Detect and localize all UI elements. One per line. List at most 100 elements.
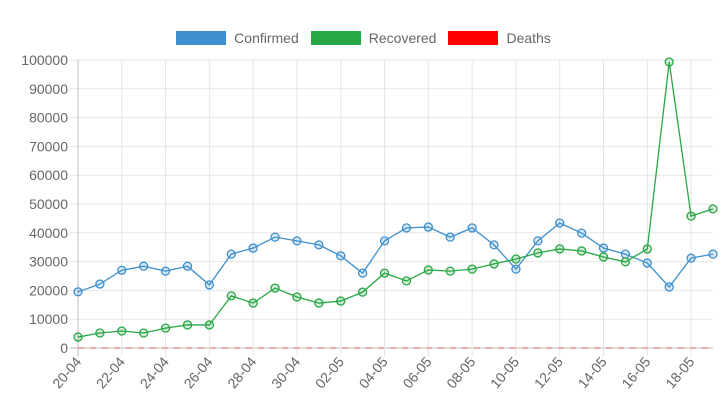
data-point[interactable] xyxy=(467,223,477,233)
x-tick-label: 30-04 xyxy=(268,353,303,391)
legend-swatch-confirmed xyxy=(176,31,227,45)
data-point[interactable] xyxy=(401,276,412,286)
legend-item-deaths[interactable]: Deaths xyxy=(448,30,551,46)
data-point[interactable] xyxy=(270,283,280,293)
x-tick-label: 16-05 xyxy=(618,353,653,391)
data-point[interactable] xyxy=(445,232,455,242)
x-tick-label: 22-04 xyxy=(93,353,128,391)
legend-label: Deaths xyxy=(506,30,551,46)
data-point[interactable] xyxy=(117,326,127,336)
y-tick-label: 0 xyxy=(60,340,68,356)
data-point[interactable] xyxy=(401,223,412,233)
data-point[interactable] xyxy=(292,236,302,246)
x-axis: 20-04 22-04 24-04 26-04 28-04 30-04 02-05 04-05… xyxy=(49,353,698,391)
x-tick-label: 04-05 xyxy=(356,353,391,391)
data-point[interactable] xyxy=(555,218,565,228)
data-point[interactable] xyxy=(226,249,236,259)
data-point[interactable] xyxy=(686,211,696,221)
data-point[interactable] xyxy=(358,287,368,297)
data-point[interactable] xyxy=(555,244,565,254)
data-point[interactable] xyxy=(117,265,127,275)
data-point[interactable] xyxy=(686,253,696,263)
data-point[interactable] xyxy=(533,248,543,258)
data-point[interactable] xyxy=(576,246,587,256)
data-point[interactable] xyxy=(620,257,631,267)
x-tick-label: 08-05 xyxy=(443,353,478,391)
data-point[interactable] xyxy=(664,57,674,67)
data-point[interactable] xyxy=(445,266,455,276)
data-point[interactable] xyxy=(708,204,718,214)
data-point[interactable] xyxy=(358,268,368,278)
legend-item-recovered[interactable]: Recovered xyxy=(310,30,437,46)
data-point[interactable] xyxy=(642,258,652,268)
data-point[interactable] xyxy=(139,328,149,338)
data-point[interactable] xyxy=(248,243,258,253)
data-point[interactable] xyxy=(511,254,521,264)
x-tick-label: 12-05 xyxy=(531,353,566,391)
legend-label: Recovered xyxy=(368,30,437,46)
data-point[interactable] xyxy=(598,243,609,253)
data-point[interactable] xyxy=(292,292,302,302)
data-point[interactable] xyxy=(423,265,433,275)
data-point[interactable] xyxy=(379,236,390,246)
data-point[interactable] xyxy=(664,282,674,292)
y-tick-label: 90000 xyxy=(29,81,68,97)
series-line-confirmed xyxy=(77,222,714,293)
data-point[interactable] xyxy=(160,323,171,333)
x-tick-label: 10-05 xyxy=(487,353,522,391)
data-point[interactable] xyxy=(182,261,193,271)
y-tick-label: 50000 xyxy=(29,196,68,212)
data-point[interactable] xyxy=(314,240,324,250)
legend-item-confirmed[interactable]: Confirmed xyxy=(176,30,299,46)
data-point[interactable] xyxy=(489,259,499,269)
data-point[interactable] xyxy=(467,264,477,274)
series-line-recovered xyxy=(77,61,714,338)
data-point[interactable] xyxy=(139,261,149,271)
data-point[interactable] xyxy=(576,228,587,238)
data-point[interactable] xyxy=(270,232,280,242)
data-point[interactable] xyxy=(95,279,105,289)
x-tick-label: 20-04 xyxy=(49,353,84,391)
data-point[interactable] xyxy=(620,249,631,259)
data-point[interactable] xyxy=(336,296,346,306)
data-point[interactable] xyxy=(204,280,215,290)
data-point[interactable] xyxy=(226,291,236,301)
data-point[interactable] xyxy=(489,240,499,250)
x-tick-label: 26-04 xyxy=(180,353,215,391)
data-point[interactable] xyxy=(336,251,346,261)
data-point[interactable] xyxy=(160,266,171,276)
data-point[interactable] xyxy=(73,287,83,297)
data-point[interactable] xyxy=(533,236,543,246)
y-tick-label: 40000 xyxy=(29,225,68,241)
x-tick-label: 06-05 xyxy=(399,353,434,391)
x-tick-label: 24-04 xyxy=(137,353,172,391)
data-point[interactable] xyxy=(73,332,83,342)
y-tick-label: 70000 xyxy=(29,138,68,154)
y-tick-label: 10000 xyxy=(29,311,68,327)
data-point[interactable] xyxy=(95,328,105,338)
y-tick-label: 30000 xyxy=(29,254,68,270)
legend-swatch-recovered xyxy=(310,31,361,45)
legend-label: Confirmed xyxy=(234,30,299,46)
data-point[interactable] xyxy=(708,249,718,259)
data-point[interactable] xyxy=(642,244,652,254)
y-tick-label: 100000 xyxy=(21,52,68,68)
x-tick-label: 28-04 xyxy=(224,353,259,391)
data-point[interactable] xyxy=(204,320,215,330)
data-point[interactable] xyxy=(379,268,390,278)
chart-legend: Confirmed Recovered Deaths xyxy=(0,30,727,46)
data-point[interactable] xyxy=(598,252,609,262)
chart-grid xyxy=(70,59,713,356)
data-point[interactable] xyxy=(248,298,258,308)
data-point[interactable] xyxy=(314,298,324,308)
y-axis: 0 10000 20000 30000 40000 50000 60000 70000 8000… xyxy=(21,52,68,356)
chart-series xyxy=(73,57,718,349)
data-point[interactable] xyxy=(182,320,193,330)
legend-swatch-deaths xyxy=(448,31,499,45)
data-point[interactable] xyxy=(511,264,521,274)
y-tick-label: 80000 xyxy=(29,110,68,126)
y-tick-label: 60000 xyxy=(29,167,68,183)
x-tick-label: 02-05 xyxy=(312,353,347,391)
data-point[interactable] xyxy=(423,222,433,232)
